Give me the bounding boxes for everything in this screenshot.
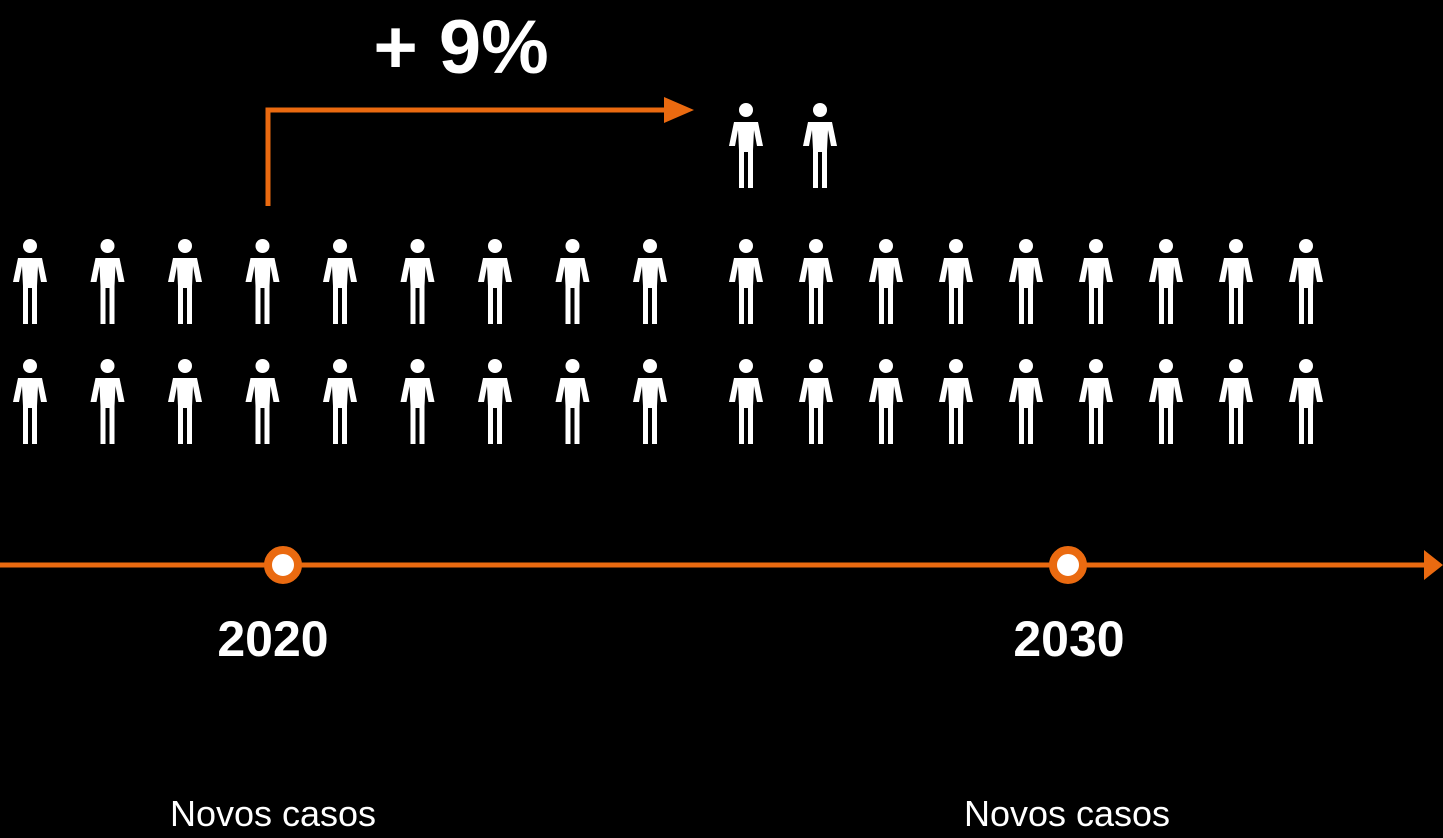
person-icon (1009, 359, 1043, 444)
person-icon (478, 359, 512, 444)
person-icon (323, 359, 357, 444)
year-2020-label: 2020 (217, 611, 329, 667)
person-icon (555, 239, 590, 324)
person-icon (400, 239, 435, 324)
person-icon (555, 359, 590, 444)
growth-arrow (265, 97, 694, 206)
timeline-marker-2020 (264, 546, 302, 584)
person-icon (323, 239, 357, 324)
person-icon (729, 239, 763, 324)
person-icon (13, 239, 47, 324)
person-icon (729, 103, 763, 188)
people-group-2020 (13, 239, 667, 444)
person-icon (939, 239, 973, 324)
person-icon (1289, 239, 1323, 324)
caption-2030: Novos casos (963, 793, 1171, 834)
person-icon (939, 359, 973, 444)
person-icon (1149, 239, 1183, 324)
person-icon (803, 103, 837, 188)
timeline-marker-2030 (1049, 546, 1087, 584)
person-icon (869, 359, 903, 444)
person-icon (90, 239, 125, 324)
person-icon (13, 359, 47, 444)
people-group-2030 (729, 103, 1323, 444)
person-icon (633, 239, 667, 324)
person-icon (1079, 359, 1113, 444)
person-icon (633, 359, 667, 444)
person-icon (90, 359, 125, 444)
value-2030: 20 Mio. (894, 687, 1200, 787)
person-icon (245, 239, 280, 324)
person-icon (869, 239, 903, 324)
person-icon (1219, 359, 1253, 444)
person-icon (168, 239, 202, 324)
person-icon (799, 239, 833, 324)
year-2030-label: 2030 (1013, 611, 1125, 667)
timeline-arrowhead (1424, 550, 1443, 580)
person-icon (400, 359, 435, 444)
person-icon (1009, 239, 1043, 324)
person-icon (1289, 359, 1323, 444)
person-icon (1149, 359, 1183, 444)
person-icon (168, 359, 202, 444)
person-icon (1079, 239, 1113, 324)
caption-2020: Novos casos (169, 793, 377, 834)
growth-label: + 9% (373, 5, 549, 90)
person-icon (478, 239, 512, 324)
person-icon (245, 359, 280, 444)
person-icon (799, 359, 833, 444)
value-2020: 18 Mio. (115, 687, 421, 787)
person-icon (1219, 239, 1253, 324)
timeline (0, 546, 1443, 584)
person-icon (729, 359, 763, 444)
